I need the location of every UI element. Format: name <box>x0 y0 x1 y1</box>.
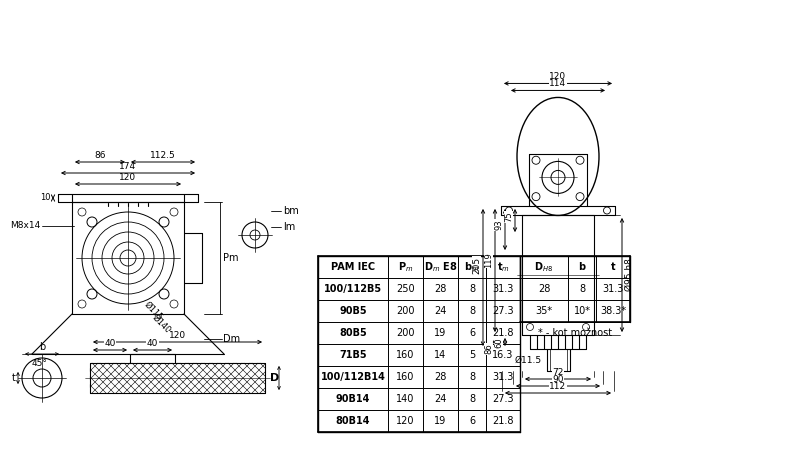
Text: lm: lm <box>283 222 295 232</box>
Text: D: D <box>270 373 279 383</box>
Text: 16.3: 16.3 <box>492 350 514 360</box>
Text: bm: bm <box>283 206 298 216</box>
Text: Ø140: Ø140 <box>150 313 172 335</box>
Text: 19: 19 <box>434 328 446 338</box>
Text: 31.3: 31.3 <box>602 284 624 294</box>
Text: b$_m$: b$_m$ <box>465 260 479 274</box>
Text: 28: 28 <box>434 284 446 294</box>
Text: 120: 120 <box>396 416 414 426</box>
Text: 71B5: 71B5 <box>339 350 367 360</box>
Text: 160: 160 <box>396 372 414 382</box>
Text: 8: 8 <box>579 284 585 294</box>
Text: 38.3*: 38.3* <box>600 306 626 316</box>
Text: 86: 86 <box>484 344 493 355</box>
Text: 27.3: 27.3 <box>492 306 514 316</box>
Text: Dm: Dm <box>223 334 240 344</box>
Text: M8x14: M8x14 <box>10 221 40 230</box>
Text: 27.3: 27.3 <box>492 394 514 404</box>
Text: 119: 119 <box>484 252 493 268</box>
Text: 21.8: 21.8 <box>492 416 514 426</box>
Text: 8: 8 <box>469 394 475 404</box>
Text: 86: 86 <box>94 151 106 160</box>
Text: * - kot možnost: * - kot možnost <box>538 328 612 338</box>
Text: D$_{H8}$: D$_{H8}$ <box>534 260 554 274</box>
Text: PAM IEC: PAM IEC <box>331 262 375 272</box>
Text: 8: 8 <box>469 372 475 382</box>
Text: 28: 28 <box>434 372 446 382</box>
Text: 205: 205 <box>472 256 481 274</box>
Text: 14: 14 <box>434 350 446 360</box>
Text: 90: 90 <box>552 375 564 384</box>
Text: 200: 200 <box>396 306 414 316</box>
Text: P$_m$: P$_m$ <box>398 260 413 274</box>
Text: 140: 140 <box>396 394 414 404</box>
Text: Ø11.5: Ø11.5 <box>514 356 542 364</box>
Text: 10*: 10* <box>574 306 590 316</box>
Text: 31.3: 31.3 <box>492 284 514 294</box>
Text: 35*: 35* <box>535 306 553 316</box>
Text: Ø95 h8: Ø95 h8 <box>625 259 634 292</box>
Text: 200: 200 <box>396 328 414 338</box>
Text: 112: 112 <box>550 382 566 391</box>
Text: Pm: Pm <box>223 253 238 263</box>
Text: 28: 28 <box>538 284 550 294</box>
Text: 19: 19 <box>434 416 446 426</box>
Text: 160: 160 <box>396 350 414 360</box>
Text: D$_m$ E8: D$_m$ E8 <box>424 260 458 274</box>
Text: 40: 40 <box>104 339 116 348</box>
Text: 120: 120 <box>119 173 137 182</box>
Text: 112.5: 112.5 <box>150 151 176 160</box>
Text: 120: 120 <box>169 331 186 340</box>
Text: 93: 93 <box>494 220 503 230</box>
Text: Ø115: Ø115 <box>142 300 164 322</box>
Text: 45°: 45° <box>32 359 48 368</box>
Text: 5: 5 <box>469 350 475 360</box>
Text: 72: 72 <box>552 368 564 377</box>
Text: 40: 40 <box>147 339 158 348</box>
Text: 114: 114 <box>550 80 566 89</box>
Text: 174: 174 <box>119 162 137 171</box>
Text: 90B14: 90B14 <box>336 394 370 404</box>
Text: 100/112B5: 100/112B5 <box>324 284 382 294</box>
Text: 120: 120 <box>550 72 566 81</box>
Text: 60: 60 <box>494 338 503 348</box>
Text: b: b <box>578 262 586 272</box>
Text: 75: 75 <box>504 212 513 222</box>
Text: 6: 6 <box>469 416 475 426</box>
Text: t: t <box>610 262 615 272</box>
Text: t$_m$: t$_m$ <box>497 260 510 274</box>
Text: 8: 8 <box>469 284 475 294</box>
Text: 80B14: 80B14 <box>336 416 370 426</box>
Text: 24: 24 <box>434 394 446 404</box>
Text: t: t <box>12 373 16 383</box>
Text: 90B5: 90B5 <box>339 306 367 316</box>
Text: 6: 6 <box>469 328 475 338</box>
Text: 8: 8 <box>469 306 475 316</box>
Text: 100/112B14: 100/112B14 <box>321 372 386 382</box>
Text: 10: 10 <box>41 194 51 202</box>
Text: 80B5: 80B5 <box>339 328 367 338</box>
Text: 31.3: 31.3 <box>492 372 514 382</box>
Text: b: b <box>39 342 45 352</box>
Text: 21.8: 21.8 <box>492 328 514 338</box>
Text: 250: 250 <box>396 284 415 294</box>
Text: 24: 24 <box>434 306 446 316</box>
